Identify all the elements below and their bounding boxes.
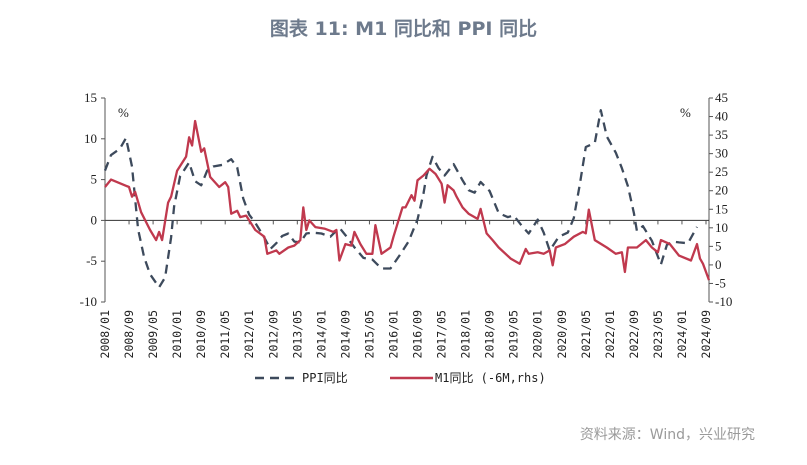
x-tick-label: 2023/05 (651, 310, 665, 358)
axes: -10 -5 0 5 10 15 -10 -5 0 5 10 15 20 25 30 35 40 45 (80, 90, 733, 309)
right-tick-label: 15 (715, 201, 728, 216)
x-tick-label: 2017/05 (435, 310, 449, 358)
right-tick-label: -5 (715, 275, 726, 290)
left-unit-label: % (118, 105, 129, 120)
right-tick-label: 30 (715, 146, 728, 161)
left-tick-label: -10 (80, 294, 97, 309)
right-unit-label: % (680, 105, 691, 120)
x-tick-label: 2014/01 (314, 310, 328, 359)
x-tick-label: 2008/01 (98, 310, 112, 359)
x-tick-label: 2010/01 (170, 310, 184, 359)
series-lines (103, 109, 711, 289)
left-tick-label: 10 (84, 131, 97, 146)
legend-ppi-label: PPI同比 (302, 371, 348, 385)
source-note: 资料来源：Wind，兴业研究 (579, 427, 755, 443)
legend-m1-label: M1同比 (-6M,rhs) (435, 371, 546, 385)
x-tick-label: 2012/09 (266, 310, 280, 359)
left-tick-label: -5 (86, 253, 97, 268)
left-tick-label: 15 (84, 90, 97, 105)
x-tick-label: 2011/05 (218, 310, 232, 358)
m1-series-line (104, 119, 711, 281)
x-tick-label: 2016/01 (386, 310, 400, 359)
left-tick-label: 0 (91, 212, 98, 227)
right-tick-label: 5 (715, 238, 722, 253)
x-tick-label: 2010/09 (194, 310, 208, 359)
x-tick-label: 2014/09 (338, 310, 352, 359)
right-tick-label: 25 (715, 164, 728, 179)
legend: PPI同比 M1同比 (-6M,rhs) (255, 371, 546, 385)
x-tick-labels: 2008/01 2008/09 2009/05 2010/01 2010/09 2011/… (98, 310, 713, 359)
x-tick-label: 2022/01 (603, 310, 617, 359)
right-tick-label: 40 (715, 109, 728, 124)
x-tick-label: 2015/05 (362, 310, 376, 358)
right-tick-label: 20 (715, 183, 728, 198)
right-tick-label: 0 (715, 257, 722, 272)
x-tick-label: 2012/01 (242, 310, 256, 359)
chart-title: 图表 11: M1 同比和 PPI 同比 (269, 18, 538, 40)
x-tick-label: 2021/05 (579, 310, 593, 358)
x-tick-label: 2018/01 (459, 310, 473, 359)
x-tick-label: 2016/09 (411, 310, 425, 359)
right-tick-label: 45 (715, 90, 728, 105)
x-tick-label: 2020/09 (555, 310, 569, 359)
right-tick-label: 35 (715, 127, 728, 142)
x-tick-label: 2020/01 (531, 310, 545, 359)
x-tick-label: 2008/09 (122, 310, 136, 359)
left-tick-label: 5 (91, 172, 98, 187)
x-tick-label: 2013/05 (290, 310, 304, 358)
x-tick-label: 2022/09 (627, 310, 641, 359)
x-tick-label: 2019/05 (507, 310, 521, 358)
right-tick-label: 10 (715, 220, 728, 235)
x-tick-label: 2009/05 (146, 310, 160, 358)
ppi-series-line (103, 109, 699, 289)
right-tick-label: -10 (715, 294, 732, 309)
x-tick-label: 2018/09 (483, 310, 497, 359)
x-tick-label: 2024/01 (675, 310, 689, 359)
x-tick-label: 2024/09 (699, 310, 713, 359)
